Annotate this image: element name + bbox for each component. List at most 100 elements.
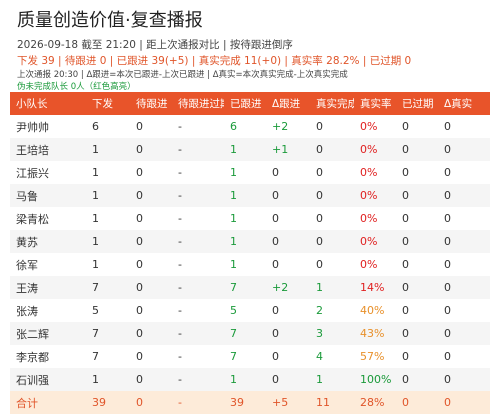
cell: 0 (396, 253, 438, 276)
cell: 梁青松 (10, 207, 86, 230)
column-header: Δ真实 (438, 92, 490, 115)
cell: 石训强 (10, 368, 86, 391)
cell: 0 (130, 161, 172, 184)
total-cell: 11 (310, 391, 354, 414)
cell: - (172, 322, 224, 345)
column-header: 已过期 (396, 92, 438, 115)
cell: 0 (266, 345, 310, 368)
total-cell: 0 (396, 391, 438, 414)
cell: +2 (266, 115, 310, 138)
column-header: 真实完成 (310, 92, 354, 115)
cell: 1 (224, 230, 266, 253)
cell: 0 (130, 322, 172, 345)
table-body: 尹帅帅 6 0-6 +2 0 0% 0 0 王培培 1 0-1 +1 0 0% 0 0 江振兴 1 0-1 0 0 0% 0… (10, 115, 490, 414)
cell: 0 (438, 207, 490, 230)
cell: 3 (310, 322, 354, 345)
cell: - (172, 253, 224, 276)
cell: 0% (354, 138, 396, 161)
cell: 0 (266, 299, 310, 322)
total-cell: +5 (266, 391, 310, 414)
cell: 1 (224, 184, 266, 207)
cell: 1 (86, 207, 130, 230)
cell: 0 (438, 368, 490, 391)
header-row: 小队长下发待跟进待跟进过期已跟进Δ跟进真实完成真实率已过期Δ真实 (10, 92, 490, 115)
cell: 0 (396, 299, 438, 322)
cell: - (172, 207, 224, 230)
cell: 0 (266, 253, 310, 276)
cell: 0 (266, 207, 310, 230)
cell: 张二辉 (10, 322, 86, 345)
cell: - (172, 115, 224, 138)
cell: 0 (266, 161, 310, 184)
cell: - (172, 230, 224, 253)
highlight: 伪未完成队长 0人（红色高亮） (17, 82, 136, 92)
cell: 尹帅帅 (10, 115, 86, 138)
cell: 0% (354, 115, 396, 138)
cell: 5 (86, 299, 130, 322)
column-header: 待跟进 (130, 92, 172, 115)
table-row: 王涛 7 0-7 +2 1 14% 0 0 (10, 276, 490, 299)
cell: 0 (438, 115, 490, 138)
total-cell: 0 (438, 391, 490, 414)
cell: 0 (310, 230, 354, 253)
cell: 0 (266, 184, 310, 207)
cell: 0 (130, 345, 172, 368)
cell: 0 (130, 368, 172, 391)
cell: 7 (224, 345, 266, 368)
cell: 0 (438, 161, 490, 184)
column-header: 已跟进 (224, 92, 266, 115)
cell: 0 (310, 184, 354, 207)
cell: +1 (266, 138, 310, 161)
cell: 0 (438, 230, 490, 253)
cell: 0 (396, 161, 438, 184)
cell: 1 (86, 138, 130, 161)
table-row: 梁青松 1 0-1 0 0 0% 0 0 (10, 207, 490, 230)
cell: - (172, 299, 224, 322)
cell: 0 (130, 184, 172, 207)
cell: 7 (86, 276, 130, 299)
cell: 7 (224, 322, 266, 345)
cell: 0 (438, 184, 490, 207)
table-row: 黄苏 1 0-1 0 0 0% 0 0 (10, 230, 490, 253)
cell: 0% (354, 253, 396, 276)
table-row: 张二辉 7 0-7 0 3 43% 0 0 (10, 322, 490, 345)
table-row: 李京都 7 0-7 0 4 57% 0 0 (10, 345, 490, 368)
cell: 6 (224, 115, 266, 138)
total-cell: 28% (354, 391, 396, 414)
total-cell: 0 (130, 391, 172, 414)
table-row: 王培培 1 0-1 +1 0 0% 0 0 (10, 138, 490, 161)
cell: 0 (396, 345, 438, 368)
cell: - (172, 345, 224, 368)
cell: 0 (438, 322, 490, 345)
cell: 0 (396, 368, 438, 391)
column-header: 小队长 (10, 92, 86, 115)
column-header: 下发 (86, 92, 130, 115)
cell: 0 (130, 253, 172, 276)
cell: 0 (130, 207, 172, 230)
cell: 57% (354, 345, 396, 368)
total-row: 合计 39 0-39 +5 11 28% 0 0 (10, 391, 490, 414)
cell: 0 (438, 345, 490, 368)
cell: 7 (224, 276, 266, 299)
cell: 7 (86, 345, 130, 368)
cell: 0 (130, 276, 172, 299)
cell: 张涛 (10, 299, 86, 322)
cell: 1 (86, 368, 130, 391)
cell: - (172, 161, 224, 184)
cell: 李京都 (10, 345, 86, 368)
table: 小队长下发待跟进待跟进过期已跟进Δ跟进真实完成真实率已过期Δ真实 尹帅帅60-6… (10, 92, 490, 414)
cell: 0 (396, 276, 438, 299)
cell: 0 (396, 184, 438, 207)
cell: +2 (266, 276, 310, 299)
cell: 1 (310, 276, 354, 299)
cell: 1 (224, 368, 266, 391)
table-row: 徐军 1 0-1 0 0 0% 0 0 (10, 253, 490, 276)
cell: 1 (310, 368, 354, 391)
cell: 1 (86, 161, 130, 184)
cell: 40% (354, 299, 396, 322)
cell: 14% (354, 276, 396, 299)
cell: 0% (354, 230, 396, 253)
table-row: 张涛 5 0-5 0 2 40% 0 0 (10, 299, 490, 322)
subtitle: 2026-09-18 截至 21:20 | 距上次通报对比 | 按待跟进倒序 (17, 39, 293, 51)
